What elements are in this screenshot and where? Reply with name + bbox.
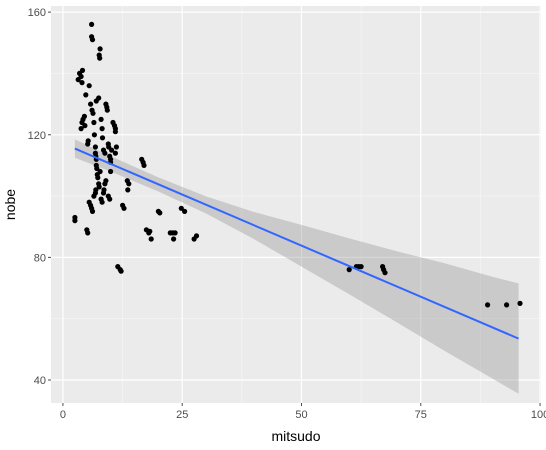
data-point	[78, 126, 84, 132]
data-point	[99, 199, 105, 205]
y-tick-label-1: 80	[34, 252, 46, 264]
data-point	[83, 92, 89, 98]
x-axis-title: mitsudo	[271, 428, 320, 444]
data-point	[90, 110, 96, 116]
points-layer	[72, 21, 523, 308]
y-tick-label-2: 120	[28, 130, 46, 142]
regression-line-layer	[74, 147, 519, 340]
x-tick-label-3: 75	[415, 409, 427, 421]
data-point	[108, 168, 114, 175]
plot-panel	[51, 6, 541, 403]
data-point	[182, 208, 188, 214]
data-point	[96, 184, 102, 190]
data-point	[82, 123, 88, 129]
data-point	[94, 165, 100, 172]
data-point	[89, 37, 96, 43]
data-point	[97, 168, 103, 175]
data-point	[99, 135, 106, 141]
data-point	[126, 181, 132, 187]
data-point	[81, 113, 87, 119]
data-point	[92, 144, 98, 150]
x-tick-label-2: 50	[295, 409, 307, 421]
data-point	[79, 80, 85, 86]
y-axis-title: nobe	[2, 189, 18, 220]
data-point	[99, 126, 105, 132]
data-point	[96, 95, 102, 101]
data-point	[95, 175, 101, 181]
data-point	[79, 67, 86, 73]
data-point	[148, 236, 154, 242]
data-point	[91, 119, 97, 126]
regression-line	[74, 147, 519, 340]
y-tick-label-3: 160	[28, 7, 46, 19]
data-point	[97, 55, 103, 61]
data-point	[113, 144, 119, 150]
data-point	[172, 230, 178, 236]
data-point	[346, 267, 352, 273]
data-point	[103, 178, 109, 184]
data-point	[89, 21, 95, 27]
data-point	[147, 228, 153, 234]
data-point	[157, 210, 163, 216]
data-point	[97, 46, 103, 52]
data-point	[78, 73, 84, 80]
data-point	[112, 150, 118, 156]
data-point	[85, 138, 91, 144]
y-tick-label-0: 40	[34, 375, 46, 387]
data-point	[104, 107, 110, 113]
data-point	[517, 300, 523, 306]
data-point	[485, 302, 491, 308]
data-point	[85, 230, 91, 236]
data-point	[86, 83, 92, 89]
data-point	[382, 270, 388, 276]
data-point	[504, 302, 510, 308]
data-point	[118, 268, 124, 274]
confidence-band	[74, 139, 519, 394]
axis-ticks	[48, 11, 541, 406]
data-point	[102, 150, 108, 156]
data-point	[93, 187, 99, 193]
data-point	[109, 147, 115, 153]
data-point	[125, 187, 131, 193]
data-point	[88, 101, 94, 107]
x-tick-label-0: 0	[60, 409, 66, 421]
data-point	[171, 236, 177, 242]
x-tick-label-1: 25	[176, 409, 188, 421]
data-point	[72, 218, 78, 224]
data-point	[112, 129, 118, 135]
data-point	[101, 187, 107, 193]
data-point	[141, 162, 147, 168]
data-point	[178, 205, 184, 211]
confidence-band-layer	[74, 139, 519, 394]
data-point	[91, 132, 97, 138]
data-point	[98, 116, 104, 122]
x-tick-label-4: 100	[531, 409, 546, 421]
minor-gridlines	[51, 6, 541, 403]
data-point	[107, 196, 113, 202]
data-point	[193, 233, 200, 239]
data-point	[358, 264, 364, 270]
major-gridlines	[51, 6, 541, 403]
data-point	[121, 205, 127, 211]
data-point	[89, 208, 96, 214]
